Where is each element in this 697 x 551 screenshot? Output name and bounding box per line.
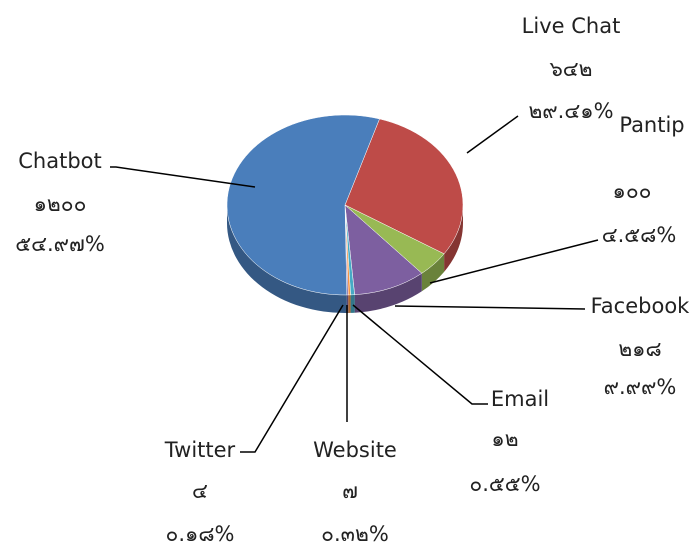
value-label: ๗ — [342, 479, 358, 503]
leader-line — [352, 304, 488, 405]
percent-label: ๕๔.๙๗% — [15, 232, 105, 256]
percent-label: ๐.๓๒% — [321, 522, 389, 546]
slice-label: Live Chat — [522, 14, 621, 38]
value-label: ๑๒๐๐ — [34, 192, 87, 216]
slice-label: Pantip — [619, 113, 684, 137]
leader-line — [394, 305, 586, 310]
slice — [226, 114, 380, 296]
percent-label: ๐.๕๕% — [469, 472, 540, 496]
slice-side — [444, 205, 463, 272]
slice — [344, 118, 464, 255]
leader-line — [240, 304, 344, 453]
leader-line — [110, 166, 256, 188]
slice-label: Facebook — [591, 294, 691, 318]
value-label: ๒๑๘ — [618, 337, 661, 361]
value-label: ๖๔๒ — [549, 57, 592, 81]
slice-side — [348, 294, 351, 313]
slice-label: Email — [491, 387, 549, 411]
slice-label: Chatbot — [18, 149, 102, 173]
value-label: ๔ — [192, 479, 208, 503]
slice — [344, 204, 423, 295]
percent-label: ๐.๑๘% — [166, 522, 235, 546]
slice-side — [350, 294, 355, 313]
leader-line — [466, 115, 519, 154]
slice-label: Twitter — [164, 438, 236, 462]
value-label: ๑๐๐ — [613, 179, 652, 203]
slice-side — [421, 253, 445, 292]
leader-line — [429, 239, 599, 284]
value-label: ๑๒ — [491, 427, 518, 451]
percent-label: ๒๙.๔๑% — [528, 99, 613, 123]
slice-label: Website — [313, 438, 397, 462]
slice-side — [227, 205, 347, 313]
slice-side — [354, 273, 422, 313]
percent-label: ๙.๙๙% — [604, 375, 677, 399]
percent-label: ๔.๕๘% — [602, 223, 677, 247]
